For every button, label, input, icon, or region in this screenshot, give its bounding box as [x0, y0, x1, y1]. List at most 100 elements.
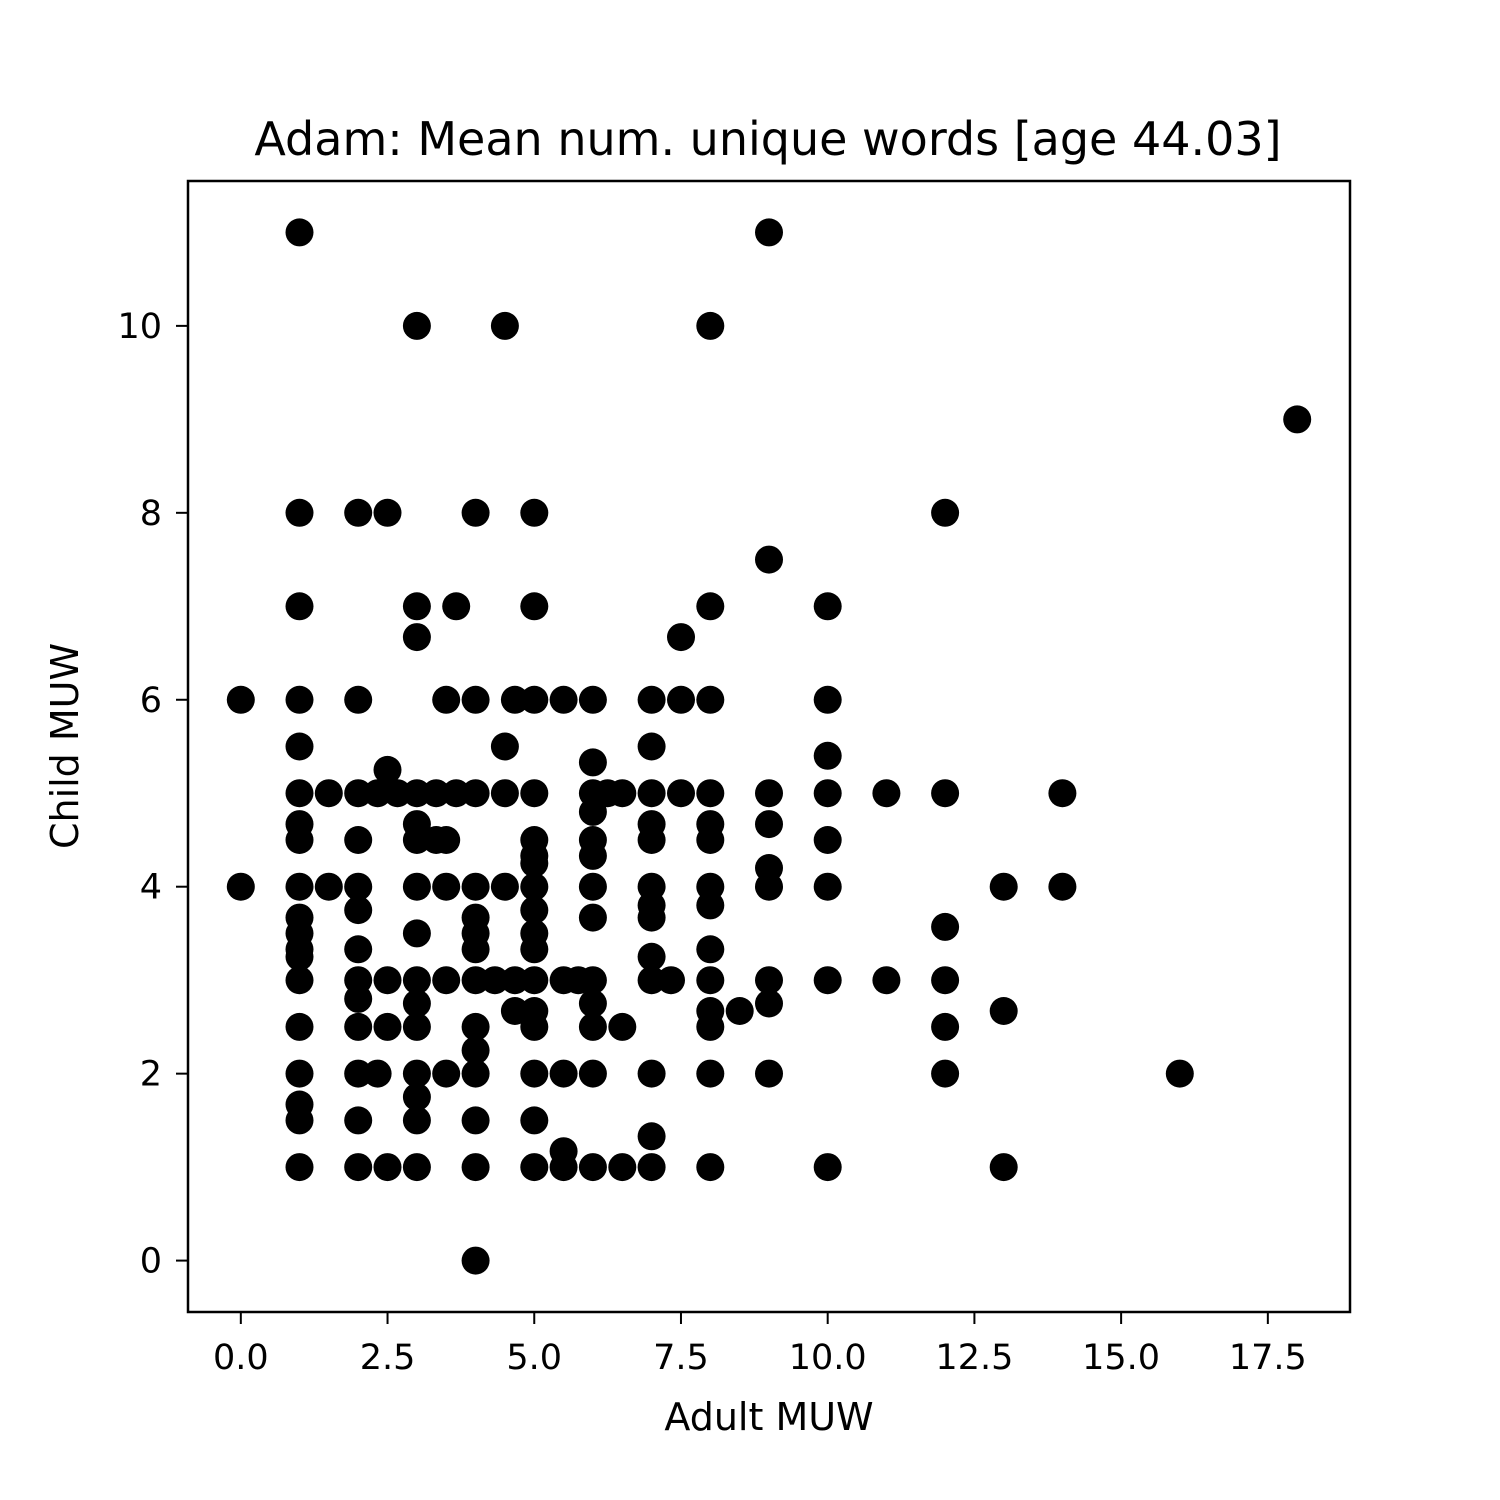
data-point	[813, 741, 842, 770]
data-point	[402, 1012, 431, 1041]
data-point	[402, 779, 431, 808]
data-point	[285, 1059, 314, 1088]
data-point	[520, 1153, 549, 1182]
data-point	[755, 779, 783, 808]
data-point	[432, 826, 461, 854]
data-point	[344, 685, 373, 714]
data-point	[344, 896, 373, 925]
data-point	[402, 311, 431, 340]
data-point	[402, 966, 431, 995]
data-point	[461, 1012, 490, 1041]
data-point	[578, 1153, 607, 1182]
data-point	[637, 966, 666, 995]
data-point	[402, 1153, 431, 1182]
data-point	[461, 498, 490, 527]
data-point	[578, 685, 607, 714]
data-point	[755, 218, 783, 247]
data-point	[285, 779, 314, 808]
data-point	[285, 592, 314, 621]
data-point	[755, 810, 783, 839]
chart-title: Adam: Mean num. unique words [age 44.03]	[254, 112, 1281, 166]
data-point	[373, 1012, 402, 1041]
data-point	[578, 1012, 607, 1041]
data-point	[285, 826, 314, 854]
data-point	[285, 872, 314, 901]
data-point	[373, 498, 402, 527]
data-point	[637, 1153, 666, 1182]
data-point	[931, 779, 960, 808]
data-point	[500, 685, 529, 714]
data-point	[461, 1106, 490, 1135]
data-point	[422, 779, 451, 808]
data-point	[442, 779, 471, 808]
data-point	[931, 498, 960, 527]
data-point	[285, 685, 314, 714]
data-point	[608, 779, 637, 808]
data-point	[696, 1059, 725, 1088]
data-point	[931, 1059, 960, 1088]
data-point	[344, 498, 373, 527]
data-point	[363, 1059, 392, 1088]
x-axis-ticks: 0.0 2.5 5.0 7.5 10.0 12.5 15.0 17.5	[213, 1312, 1307, 1378]
data-point	[637, 942, 666, 971]
data-point	[373, 1153, 402, 1182]
data-point	[520, 872, 549, 901]
data-point	[344, 984, 373, 1013]
data-point	[696, 935, 725, 964]
x-tick-label: 10.0	[789, 1338, 867, 1378]
data-point	[402, 1059, 431, 1088]
data-point	[461, 935, 490, 964]
data-point	[490, 311, 519, 340]
data-point	[578, 989, 607, 1018]
data-point	[490, 732, 519, 761]
data-point	[1283, 405, 1312, 434]
data-point	[578, 841, 607, 870]
data-point	[285, 1153, 314, 1182]
data-point	[520, 1012, 549, 1041]
data-point	[344, 1012, 373, 1041]
data-point	[461, 1059, 490, 1088]
data-point	[285, 1106, 314, 1135]
data-point	[520, 935, 549, 964]
data-point	[578, 966, 607, 995]
data-point	[461, 1246, 490, 1275]
data-point	[549, 1059, 578, 1088]
data-point	[500, 966, 529, 995]
data-point	[402, 826, 431, 854]
x-tick-label: 2.5	[360, 1338, 416, 1378]
data-point	[383, 779, 412, 808]
x-tick-label: 7.5	[653, 1338, 709, 1378]
data-point	[755, 966, 783, 995]
data-point	[285, 942, 314, 971]
y-tick-label: 6	[140, 681, 162, 721]
data-point	[314, 872, 343, 901]
data-point	[314, 779, 343, 808]
data-point	[696, 592, 725, 621]
data-point	[549, 1153, 578, 1182]
data-point	[667, 779, 695, 808]
data-point	[813, 1153, 842, 1182]
data-point	[578, 1059, 607, 1088]
data-point	[872, 966, 901, 995]
x-tick-label: 15.0	[1082, 1338, 1160, 1378]
data-point	[755, 872, 783, 901]
data-point	[637, 732, 666, 761]
data-point	[637, 779, 666, 808]
data-point	[608, 1012, 637, 1041]
data-point	[520, 966, 549, 995]
data-point	[813, 592, 842, 621]
data-point	[373, 755, 402, 784]
x-tick-label: 12.5	[935, 1338, 1013, 1378]
data-point	[344, 1106, 373, 1135]
data-point	[226, 685, 255, 714]
data-point	[608, 1153, 637, 1182]
data-point	[432, 872, 461, 901]
data-point	[402, 919, 431, 948]
data-point	[402, 1106, 431, 1135]
data-point	[931, 966, 960, 995]
data-point	[520, 592, 549, 621]
data-point	[696, 311, 725, 340]
data-point	[402, 872, 431, 901]
data-point	[989, 1153, 1018, 1182]
